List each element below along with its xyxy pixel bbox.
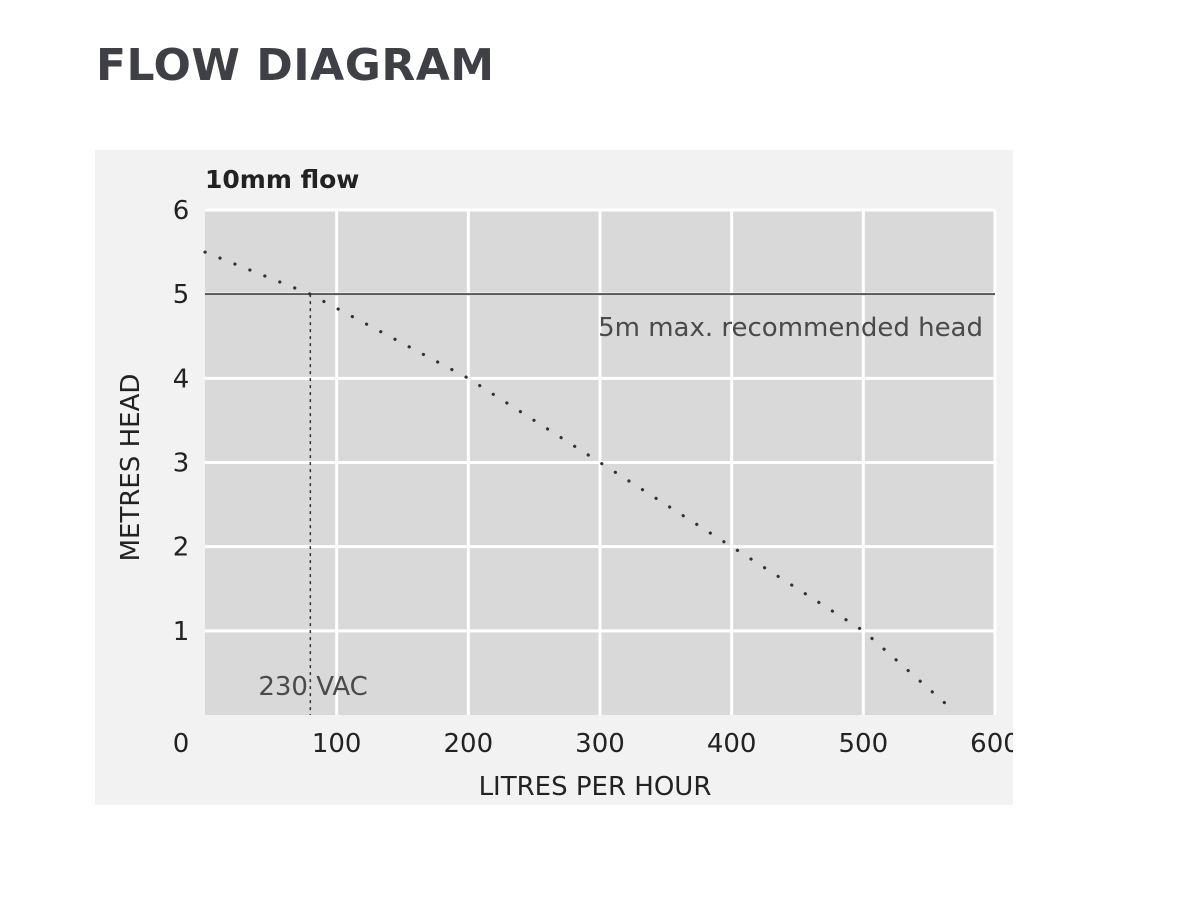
y-tick-label: 3 [173, 449, 190, 479]
x-tick-label: 200 [444, 729, 494, 759]
y-tick-label: 2 [173, 533, 190, 563]
chart-title: 10mm flow [205, 165, 359, 194]
page-heading: FLOW DIAGRAM [96, 40, 495, 91]
x-tick-label: 100 [312, 729, 362, 759]
flow-chart: 10mm flow 5m max. recommended head 230 VA… [116, 165, 1013, 802]
reference-lines: 5m max. recommended head 230 VAC [205, 293, 995, 715]
x-axis-title: LITRES PER HOUR [479, 772, 712, 802]
y-tick-label: 5 [173, 280, 190, 310]
max-head-label: 5m max. recommended head [598, 313, 983, 343]
x-tick-label: 600 [970, 729, 1013, 759]
tick-labels: 0 100 200 300 400 500 600 1 2 3 4 5 6 [173, 196, 1013, 759]
series-layer [203, 250, 951, 709]
voltage-label: 230 VAC [258, 672, 368, 702]
x-tick-label: 0 [173, 729, 190, 759]
y-tick-label: 4 [173, 364, 190, 394]
x-tick-label: 400 [707, 729, 757, 759]
x-tick-label: 500 [839, 729, 889, 759]
y-axis-title: METRES HEAD [116, 374, 146, 562]
y-tick-label: 6 [173, 196, 190, 226]
y-tick-label: 1 [173, 617, 190, 647]
chart-panel: 10mm flow 5m max. recommended head 230 VA… [95, 150, 1013, 805]
flow-curve [203, 250, 951, 709]
x-tick-label: 300 [575, 729, 625, 759]
